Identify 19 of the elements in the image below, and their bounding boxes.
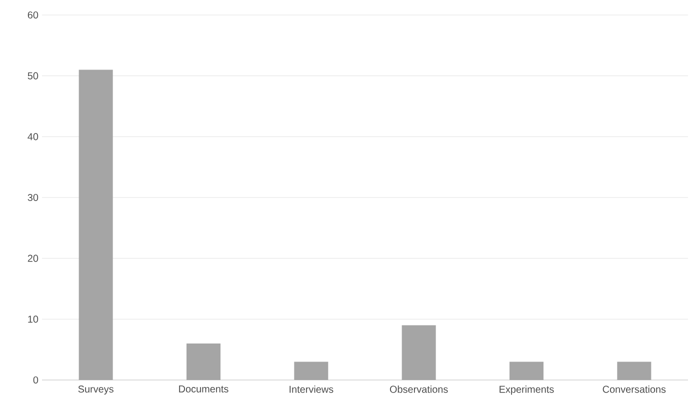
y-tick-label: 60 <box>28 11 38 19</box>
y-tick-label: 20 <box>28 254 38 262</box>
bar <box>617 362 652 380</box>
bar <box>402 325 436 380</box>
y-tick-label: 10 <box>28 316 38 323</box>
x-tick-label: Interviews <box>290 386 334 393</box>
y-tick-label: 40 <box>28 133 38 140</box>
x-tick-label: Experiments <box>500 386 554 395</box>
bar <box>186 344 221 380</box>
x-tick-label: Conversations <box>602 386 666 393</box>
y-tick-label: 30 <box>28 194 38 202</box>
bar <box>78 70 113 380</box>
y-tick-label: 50 <box>28 72 38 80</box>
x-tick-label: Surveys <box>78 386 114 395</box>
bar <box>510 362 544 380</box>
x-tick-label: Documents <box>179 386 228 392</box>
x-tick-label: Observations <box>390 386 448 393</box>
bar <box>294 362 328 380</box>
y-tick-label: 0 <box>33 376 38 384</box>
